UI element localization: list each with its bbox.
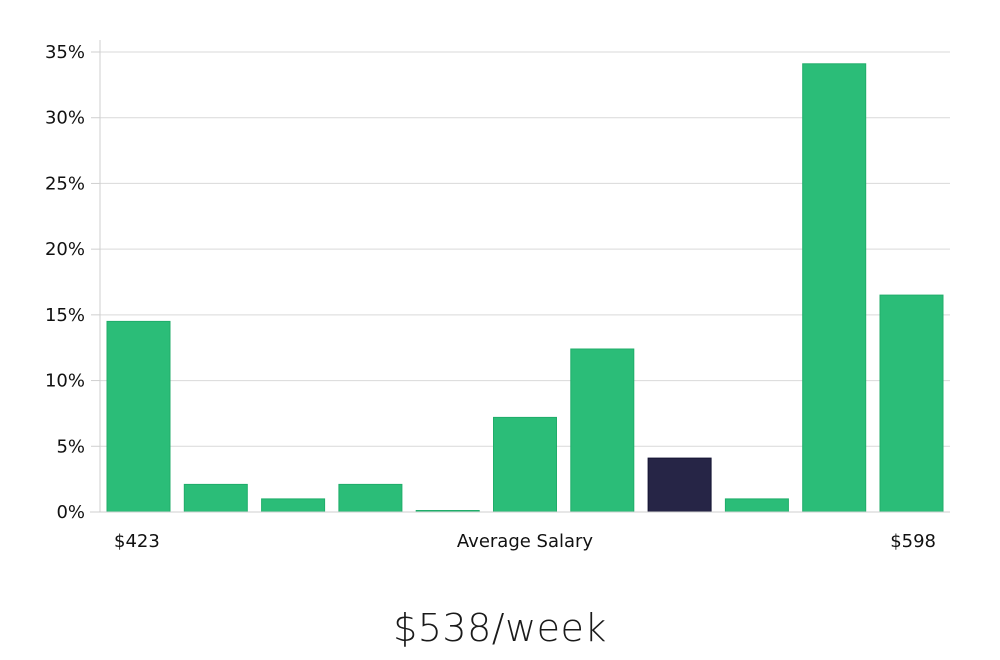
bar [261, 498, 326, 513]
bar [724, 498, 789, 513]
y-tick-label: 15% [45, 305, 85, 326]
bar-highlighted [647, 457, 712, 513]
salary-histogram-chart: 0% 5% 10% 15% 20% 25% 30% 35% $423 Average Sala… [45, 40, 950, 552]
y-axis-tick-labels: 0% 5% 10% 15% 20% 25% 30% 35% [45, 42, 85, 523]
y-tick-label: 30% [45, 108, 85, 129]
y-tick-label: 0% [56, 502, 85, 523]
bar [338, 483, 403, 513]
bar [802, 63, 867, 513]
bar [106, 320, 171, 513]
bar [570, 348, 635, 513]
y-tick-label: 35% [45, 42, 85, 63]
y-tick-label: 5% [56, 436, 85, 457]
x-axis-start-label: $423 [114, 531, 160, 552]
bars [106, 63, 944, 513]
x-axis-title: Average Salary [457, 531, 594, 552]
y-tick-label: 25% [45, 173, 85, 194]
bar [493, 416, 557, 513]
y-tick-label: 20% [45, 239, 85, 260]
bar [183, 483, 248, 513]
x-axis-end-label: $598 [890, 531, 936, 552]
bar [879, 294, 944, 513]
average-salary-value: $538/week [393, 606, 607, 650]
y-tick-label: 10% [45, 371, 85, 392]
